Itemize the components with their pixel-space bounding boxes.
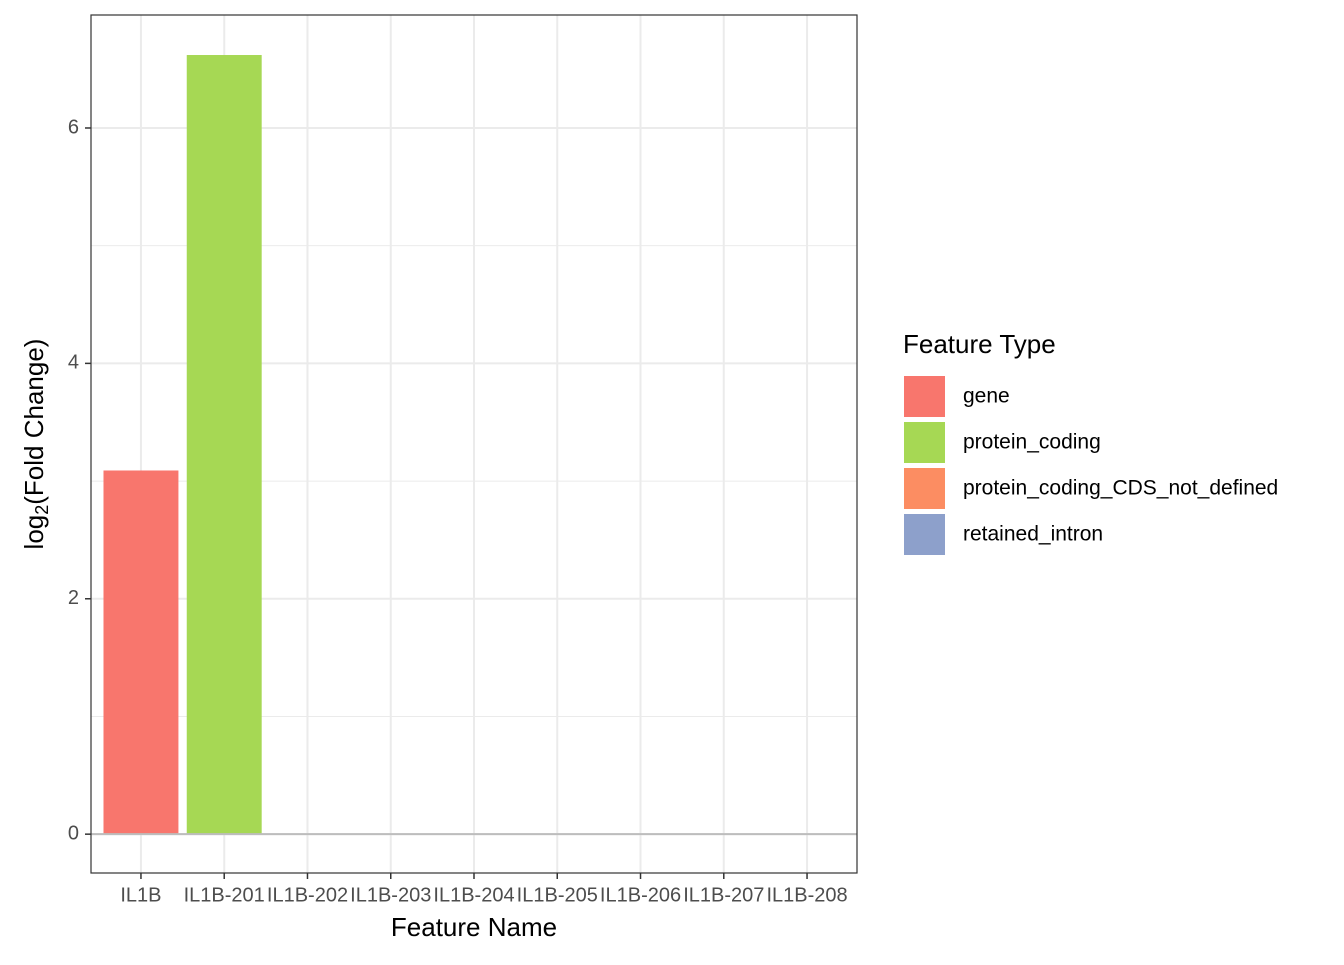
x-tick-label: IL1B-206	[600, 884, 681, 906]
legend-label: protein_coding_CDS_not_defined	[963, 477, 1278, 500]
legend-key	[904, 468, 945, 509]
x-tick-label: IL1B-203	[350, 884, 431, 906]
y-tick-label: 2	[68, 587, 79, 609]
legend-key	[904, 422, 945, 463]
legend-key	[904, 376, 945, 417]
x-tick-label: IL1B-201	[184, 884, 265, 906]
y-title-base: log	[19, 515, 49, 550]
bar	[186, 55, 262, 835]
panel-border	[90, 14, 858, 874]
y-tick-label: 6	[68, 116, 79, 138]
x-tick-label: IL1B-205	[517, 884, 598, 906]
y-tick-label: 4	[68, 352, 79, 374]
x-tick-label: IL1B-202	[267, 884, 348, 906]
x-axis-title: Feature Name	[391, 912, 557, 942]
legend-label: retained_intron	[963, 523, 1103, 546]
y-axis-title: log2(Fold Change)	[19, 339, 52, 550]
bar	[103, 470, 179, 835]
x-tick-label: IL1B-204	[433, 884, 514, 906]
y-tick-label: 0	[68, 822, 79, 844]
y-title-rest: (Fold Change)	[19, 339, 49, 505]
x-tick-label: IL1B-208	[766, 884, 847, 906]
legend-title: Feature Type	[903, 329, 1056, 359]
x-tick-label: IL1B-207	[683, 884, 764, 906]
legend-label: protein_coding	[963, 431, 1101, 454]
y-title-subscript: 2	[32, 505, 52, 515]
legend-key	[904, 514, 945, 555]
x-tick-label: IL1B	[120, 884, 161, 906]
legend-label: gene	[963, 385, 1010, 408]
